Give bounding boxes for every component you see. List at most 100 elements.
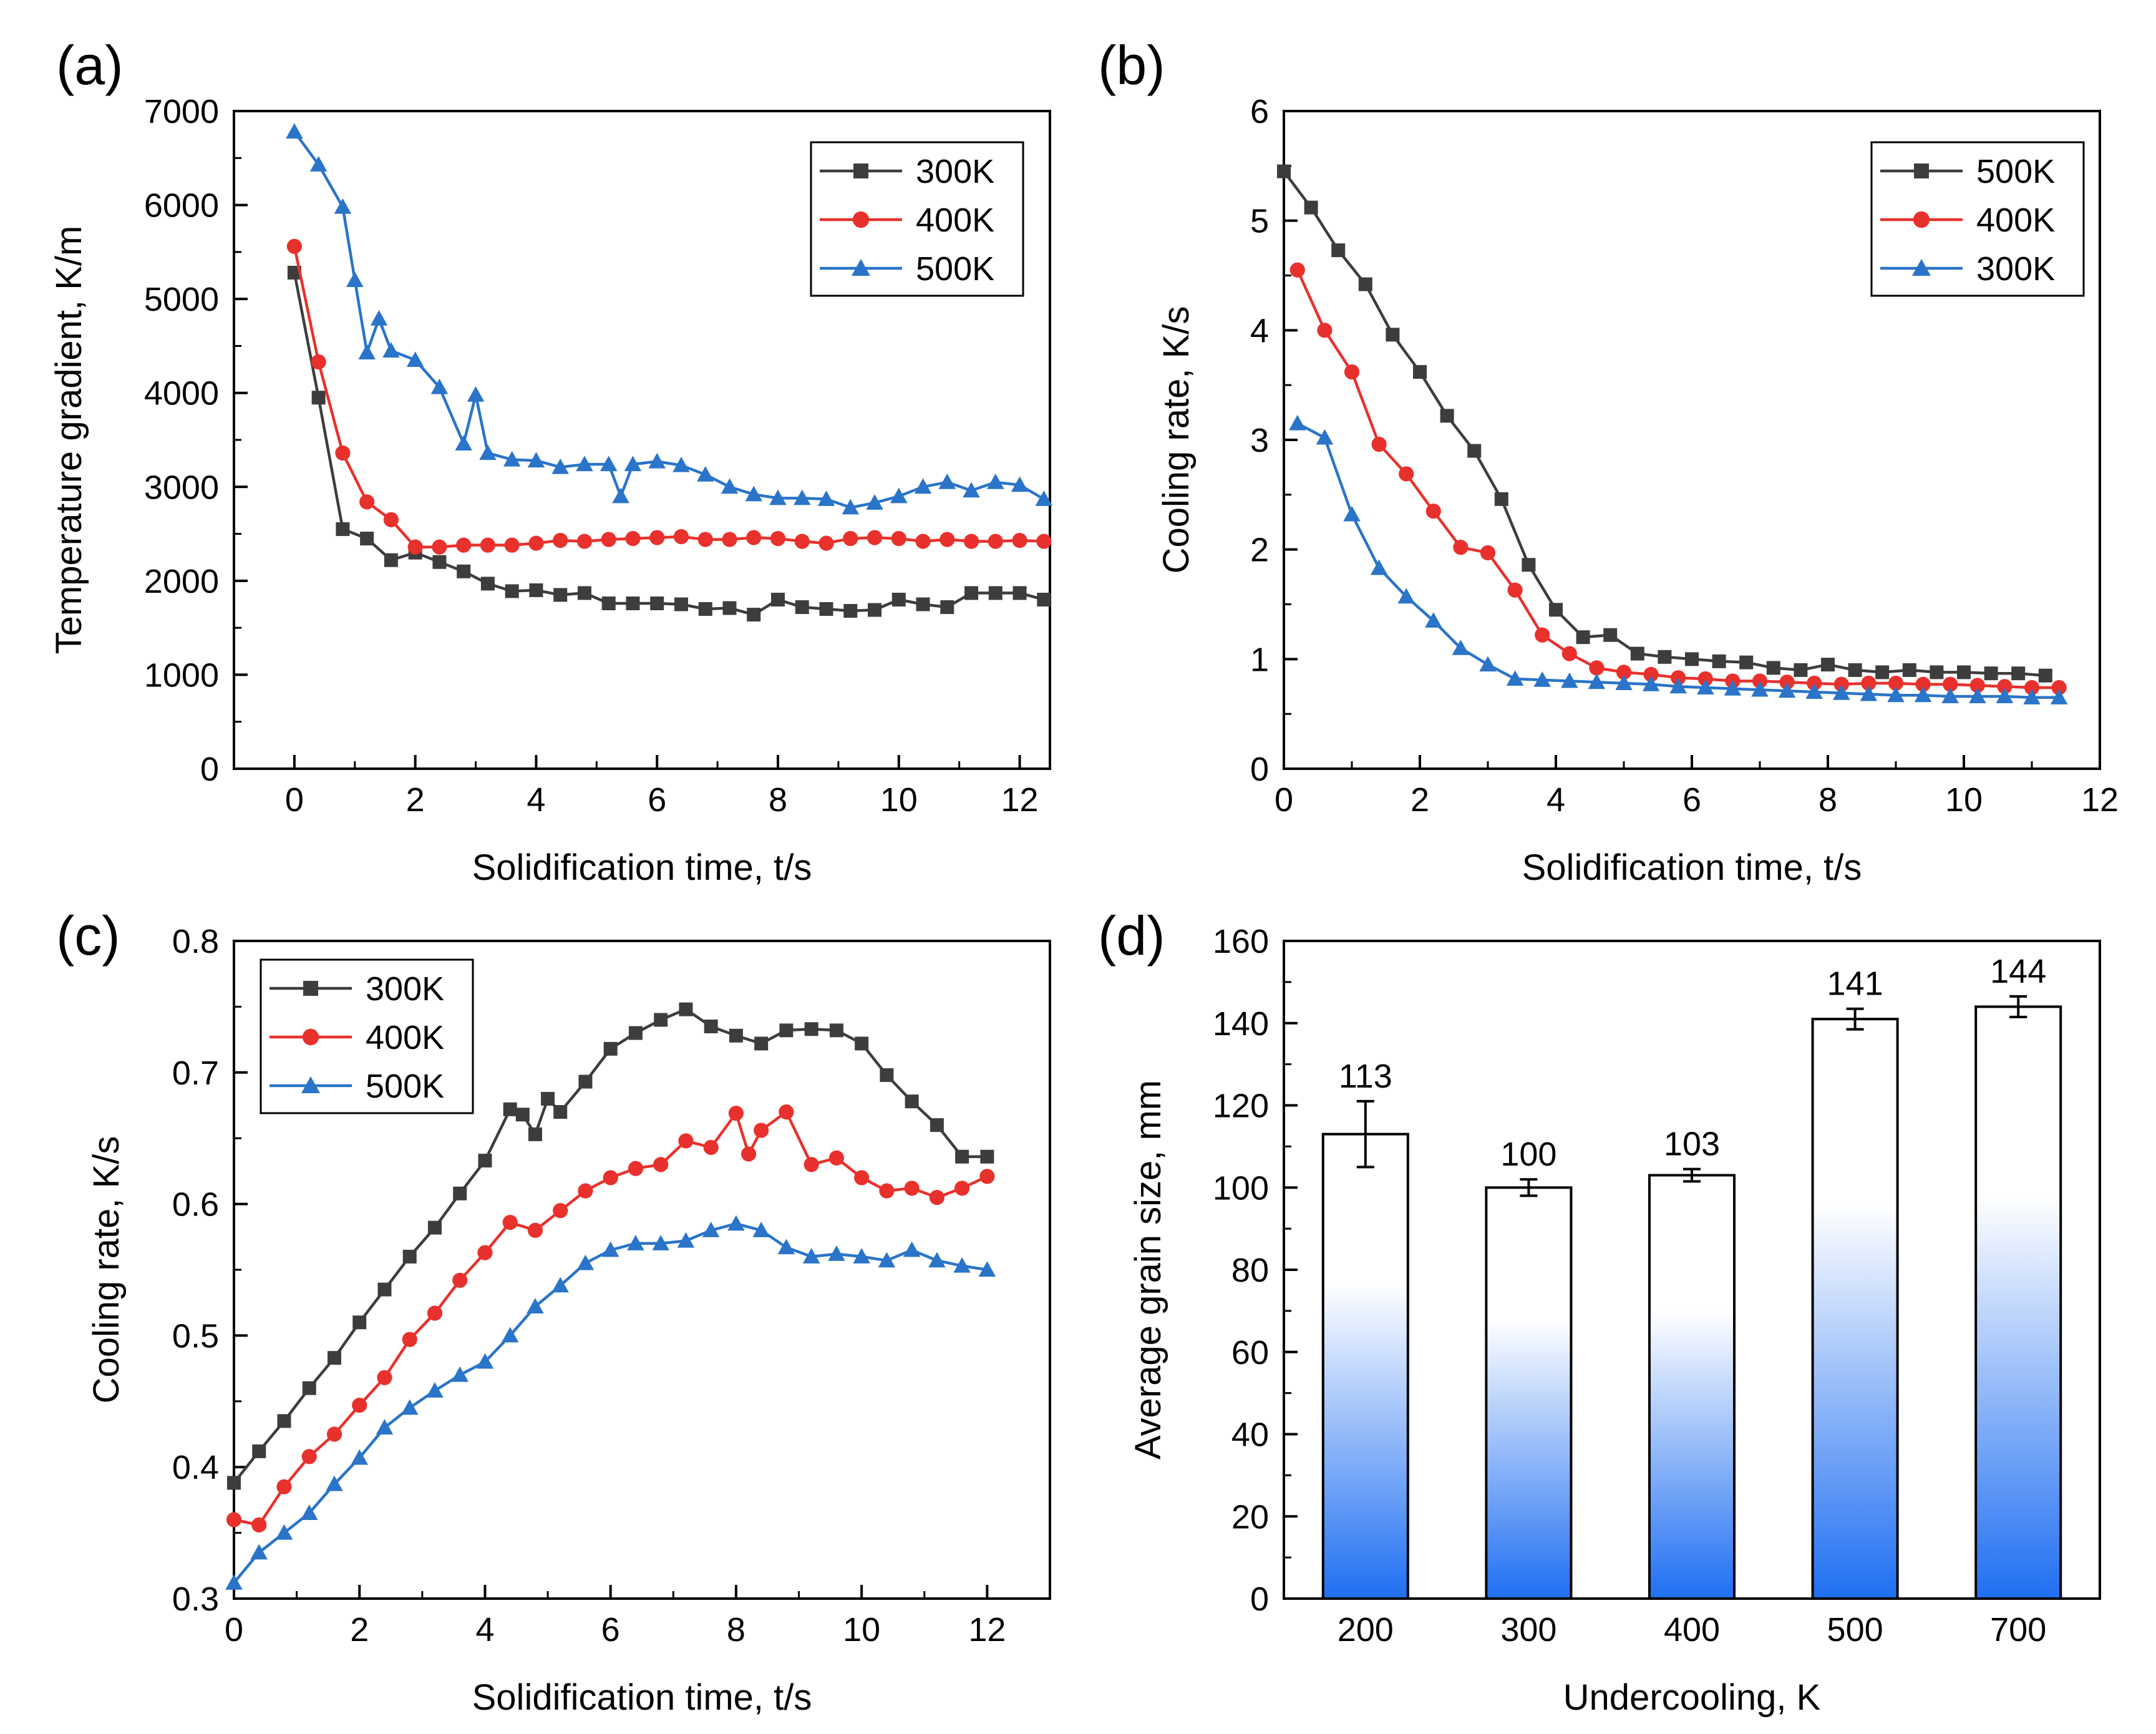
data-point: [978, 1261, 996, 1277]
data-point: [963, 533, 979, 549]
data-point: [1467, 444, 1482, 458]
data-point: [359, 494, 375, 510]
data-point: [1549, 603, 1563, 617]
legend: 500K 400K 300K: [1870, 141, 2085, 297]
data-point: [1035, 490, 1053, 506]
data-point: [940, 532, 955, 547]
data-point: [476, 1353, 494, 1369]
y-tick-label: 120: [1213, 1088, 1269, 1125]
y-tick-label: 60: [1231, 1334, 1269, 1371]
data-point: [866, 494, 883, 510]
bar-400: [1648, 1174, 1736, 1600]
data-point: [843, 531, 858, 547]
data-point: [954, 1181, 970, 1196]
data-point: [1914, 686, 1932, 703]
data-point: [226, 1512, 242, 1527]
x-tick-label: 6: [1683, 781, 1701, 819]
data-point: [728, 1106, 744, 1121]
error-bar: [1846, 1007, 1864, 1031]
y-tick-label: 7000: [144, 93, 219, 130]
data-point: [794, 533, 810, 549]
data-point: [1452, 640, 1470, 655]
data-point: [352, 1398, 367, 1413]
data-point: [527, 1222, 543, 1238]
data-point: [1533, 671, 1551, 687]
x-tick-label: 12: [2081, 781, 2119, 819]
data-point: [1522, 558, 1536, 572]
data-point: [1875, 665, 1890, 679]
y-tick-label: 0.5: [172, 1317, 219, 1355]
y-tick-label: 3: [1250, 422, 1269, 459]
data-point: [770, 531, 786, 547]
data-point: [777, 1239, 795, 1255]
bar-value-label: 141: [1827, 965, 1883, 1003]
data-point: [677, 1232, 695, 1248]
chart-panel-d: 0 20 40 60 80 100 120 140 160 113 200 100 300 103 400 1…: [1098, 905, 2101, 1718]
data-point: [250, 1544, 268, 1560]
data-point: [1751, 681, 1769, 697]
data-point: [1425, 612, 1442, 628]
data-point: [480, 577, 495, 591]
data-point: [1453, 540, 1469, 555]
data-point: [1805, 683, 1823, 699]
y-tick-label: 0.4: [172, 1449, 219, 1486]
data-point: [624, 455, 642, 472]
data-point: [311, 391, 326, 405]
data-point: [1413, 365, 1427, 379]
data-point: [1386, 328, 1400, 342]
y-tick-label: 4000: [144, 375, 219, 412]
data-point: [601, 1241, 619, 1257]
data-point: [1685, 652, 1699, 666]
plot-frame: [233, 940, 1051, 1600]
data-point: [551, 458, 569, 474]
data-point: [527, 1298, 544, 1314]
data-point: [914, 478, 932, 494]
data-point: [1317, 323, 1333, 338]
data-point: [527, 452, 545, 468]
y-tick-label: 2000: [144, 563, 219, 600]
x-tick-label: 400: [1664, 1611, 1720, 1649]
data-point: [382, 342, 400, 358]
y-tick-label: 5: [1250, 203, 1269, 240]
data-point: [955, 1149, 969, 1164]
data-point: [407, 539, 423, 555]
data-point: [1671, 670, 1686, 686]
series-300K: [287, 265, 1051, 622]
data-point: [1343, 505, 1361, 522]
data-point: [1036, 533, 1052, 549]
data-point: [891, 531, 906, 547]
data-point: [754, 1036, 769, 1051]
data-point: [576, 533, 593, 549]
data-point: [1969, 678, 1985, 693]
data-point: [1561, 646, 1577, 661]
data-point: [930, 1118, 944, 1132]
data-point: [528, 1127, 542, 1141]
x-tick-label: 10: [1945, 781, 1983, 819]
data-point: [722, 532, 737, 547]
data-point: [916, 597, 930, 611]
x-tick-label: 2: [406, 781, 425, 819]
data-point: [576, 1254, 595, 1270]
data-point: [1821, 658, 1835, 672]
data-point: [904, 1181, 920, 1196]
data-point: [1037, 592, 1051, 606]
data-point: [929, 1189, 944, 1206]
data-point: [1535, 627, 1550, 643]
data-point: [963, 482, 980, 498]
panel-label: (b): [1098, 34, 1165, 96]
bar-300: [1485, 1186, 1573, 1600]
series-400K: [226, 1104, 995, 1533]
data-point: [890, 487, 908, 504]
data-point: [721, 478, 739, 494]
data-point: [377, 1282, 392, 1297]
series-line: [293, 272, 1044, 616]
data-point: [309, 156, 328, 172]
panel-label: (a): [56, 34, 124, 96]
data-point: [1397, 588, 1415, 604]
data-point: [275, 1524, 293, 1540]
data-point: [426, 1382, 444, 1398]
data-point: [277, 1414, 291, 1428]
data-point: [795, 600, 809, 615]
data-point: [649, 530, 665, 545]
y-axis-title: Average grain size, mm: [1128, 1080, 1168, 1459]
